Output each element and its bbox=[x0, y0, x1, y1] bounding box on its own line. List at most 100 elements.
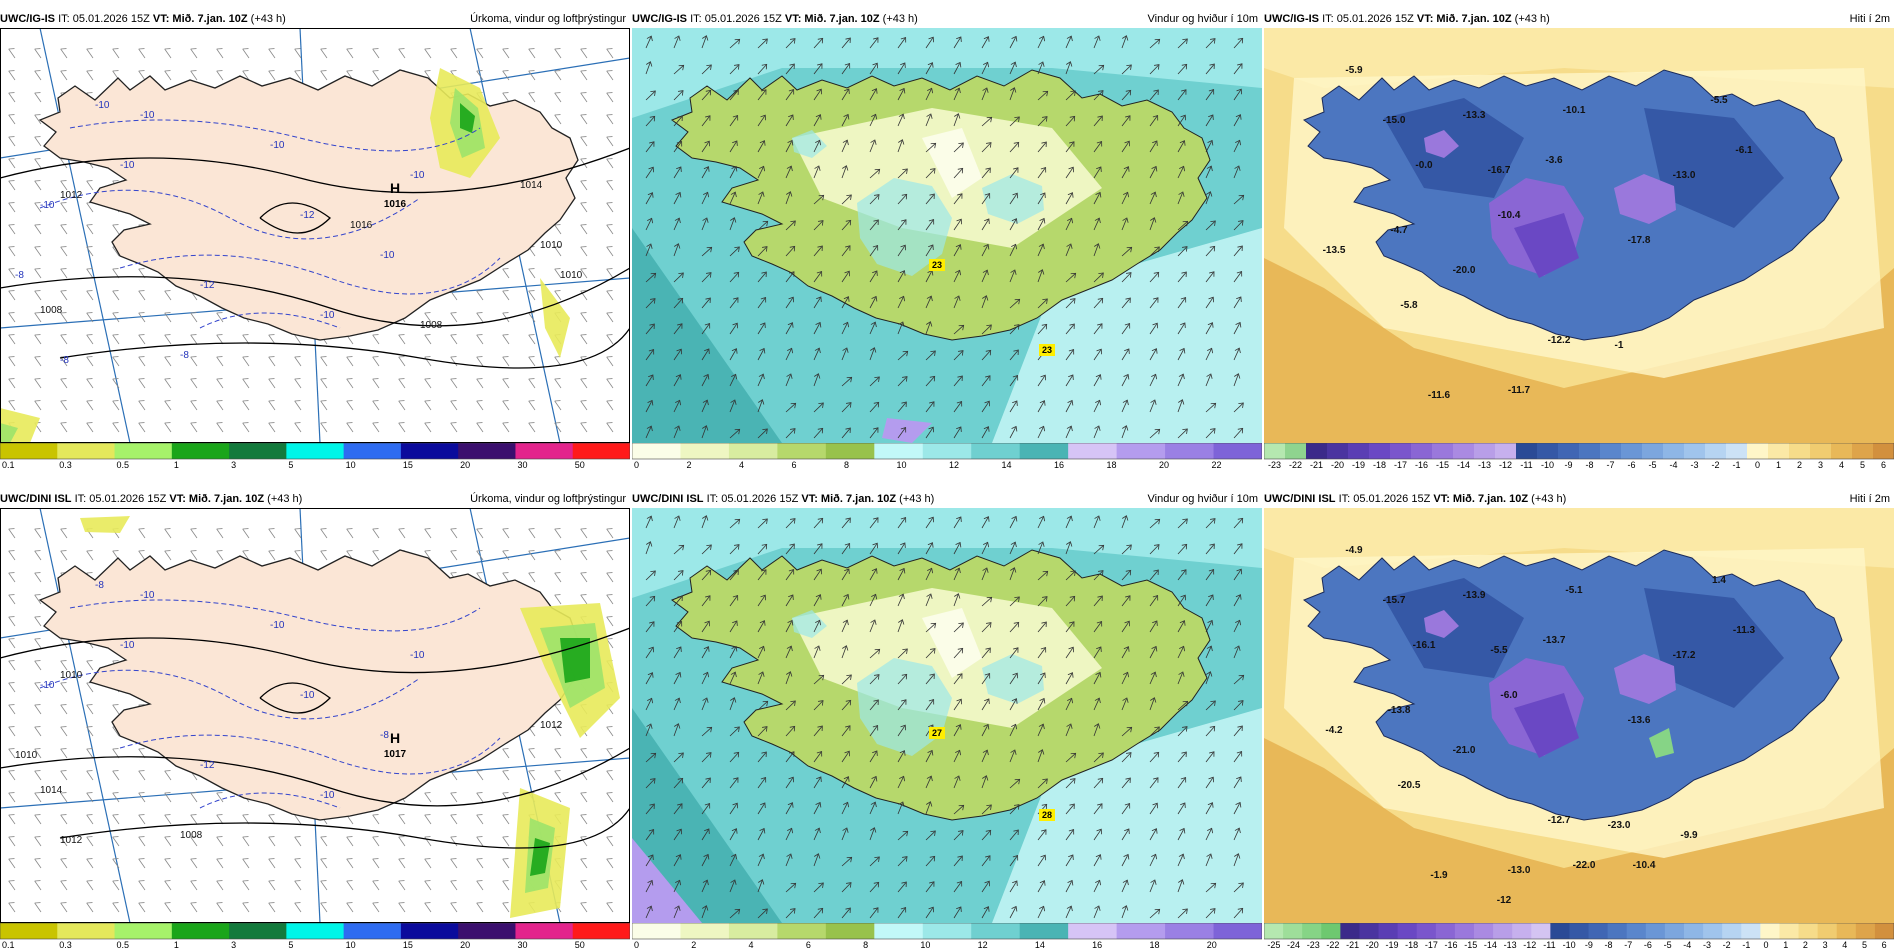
legend-swatch bbox=[1855, 923, 1876, 939]
legend-swatch bbox=[874, 923, 924, 939]
legend-swatch bbox=[1397, 923, 1418, 939]
legend-tick-label: 0.5 bbox=[117, 940, 130, 950]
map-area[interactable]: -4.9 -15.7 -13.9 -5.1 1.4 -11.3 -16.1 -5.5 -13.7… bbox=[1264, 508, 1894, 923]
map-area[interactable]: -10 -10 -10 -10 -12 -10 -10 -10 -8 -8 1012 1010 1008… bbox=[0, 508, 630, 923]
map-area[interactable]: -10 -10 -10 -12 -12 -10 -10 -10 -10 -10 -8 -8 -8 1012… bbox=[0, 28, 630, 443]
legend-tick-label: 0.1 bbox=[2, 940, 15, 950]
map-area[interactable]: -5.9 -15.0 -13.3 -10.1 -5.5 -6.1 -0.0 -16.7 -3.6… bbox=[1264, 28, 1894, 443]
temperature-label: -5.5 bbox=[1490, 645, 1508, 656]
valid-time: VT: Mið. 7.jan. 10Z bbox=[1433, 493, 1529, 505]
legend-tick-label: 0 bbox=[634, 460, 639, 470]
temperature-label: -0.0 bbox=[1415, 160, 1433, 171]
legend-swatch bbox=[1493, 923, 1513, 939]
map-area[interactable]: 27 28 bbox=[632, 508, 1262, 923]
temperature-label: -12.7 bbox=[1548, 815, 1571, 826]
legend-tick-label: 30 bbox=[517, 940, 527, 950]
legend-swatch bbox=[286, 443, 345, 459]
color-legend: 0.1 0.3 0.5 1 3 5 10 15 20 30 50 bbox=[0, 923, 630, 950]
legend-swatch bbox=[632, 443, 681, 459]
legend-tick-label: 10 bbox=[346, 940, 356, 950]
contour-label: -8 bbox=[380, 730, 389, 741]
panel-title: Úrkoma, vindur og loftþrýstingur bbox=[470, 493, 626, 505]
legend-tick-label: 4 bbox=[1839, 460, 1844, 470]
legend-swatch bbox=[458, 923, 516, 939]
legend-tick-label: -5 bbox=[1648, 460, 1656, 470]
contour-label: -10 bbox=[270, 620, 285, 631]
legend-swatch bbox=[922, 923, 972, 939]
legend-tick-label: 16 bbox=[1054, 460, 1064, 470]
model-name: UWC/DINI ISL bbox=[1264, 493, 1336, 505]
legend-swatch bbox=[515, 923, 574, 939]
legend-swatch bbox=[458, 443, 516, 459]
init-time: IT: 05.01.2026 15Z bbox=[1322, 13, 1414, 25]
legend-swatch bbox=[1531, 923, 1551, 939]
legend-swatch bbox=[1747, 443, 1769, 459]
legend-tick-label: 6 bbox=[1881, 460, 1886, 470]
legend-tick-label: -22 bbox=[1326, 940, 1339, 950]
gust-max-label: 23 bbox=[932, 260, 942, 270]
legend-tick-label: -15 bbox=[1464, 940, 1477, 950]
legend-swatch bbox=[1550, 923, 1570, 939]
temperature-label: -4.2 bbox=[1325, 725, 1343, 736]
contour-label: -10 bbox=[320, 310, 335, 321]
legend-swatch bbox=[1390, 443, 1412, 459]
legend-swatch bbox=[1516, 443, 1538, 459]
temperature-label: -13.7 bbox=[1543, 635, 1566, 646]
legend-swatch bbox=[1768, 443, 1790, 459]
lead-time: (+43 h) bbox=[250, 13, 286, 25]
panel-header: UWC/IG-IS IT: 05.01.2026 15Z VT: Mið. 7.… bbox=[1264, 10, 1894, 28]
temperature-label: -16.7 bbox=[1488, 165, 1511, 176]
legend-tick-label: -4 bbox=[1669, 460, 1677, 470]
model-name: UWC/DINI ISL bbox=[0, 493, 72, 505]
temperature-label: -20.5 bbox=[1398, 780, 1421, 791]
legend-tick-label: -12 bbox=[1499, 460, 1512, 470]
legend-swatch bbox=[825, 923, 875, 939]
legend-swatch bbox=[343, 923, 402, 939]
temperature-label: -13.0 bbox=[1673, 170, 1696, 181]
temperature-label: -13.5 bbox=[1323, 245, 1346, 256]
legend-tick-label: -12 bbox=[1523, 940, 1536, 950]
contour-label: -10 bbox=[300, 690, 315, 701]
legend-tick-label: -13 bbox=[1504, 940, 1517, 950]
valid-time: VT: Mið. 7.jan. 10Z bbox=[169, 493, 265, 505]
panel-igis-precip: UWC/IG-IS IT: 05.01.2026 15Z VT: Mið. 7.… bbox=[0, 10, 630, 470]
color-legend: 0 2 4 6 8 10 12 14 16 18 20 22 bbox=[632, 443, 1262, 470]
legend-swatch bbox=[1558, 443, 1580, 459]
legend-swatch bbox=[1453, 443, 1475, 459]
temperature-label: -3.6 bbox=[1545, 155, 1563, 166]
legend-tick-label: 15 bbox=[403, 460, 413, 470]
legend-tick-label: 3 bbox=[1818, 460, 1823, 470]
valid-time: VT: Mið. 7.jan. 10Z bbox=[784, 13, 880, 25]
legend-tick-label: 5 bbox=[1860, 460, 1865, 470]
legend-swatch bbox=[1789, 443, 1811, 459]
legend-tick-label: -3 bbox=[1690, 460, 1698, 470]
legend-tick-label: -19 bbox=[1352, 460, 1365, 470]
legend-swatch bbox=[57, 443, 116, 459]
legend-tick-label: 18 bbox=[1107, 460, 1117, 470]
legend-swatch bbox=[171, 923, 230, 939]
legend-tick-label: -8 bbox=[1585, 460, 1593, 470]
contour-label: -10 bbox=[410, 170, 425, 181]
map-area[interactable]: 23 23 bbox=[632, 28, 1262, 443]
init-time: IT: 05.01.2026 15Z bbox=[58, 13, 150, 25]
temperature-label: -6.0 bbox=[1500, 690, 1518, 701]
panel-header: UWC/DINI ISL IT: 05.01.2026 15Z VT: Mið.… bbox=[0, 490, 630, 508]
legend-tick-label: -9 bbox=[1564, 460, 1572, 470]
legend-tick-label: 20 bbox=[460, 940, 470, 950]
legend-tick-label: -6 bbox=[1627, 460, 1635, 470]
legend-tick-label: -7 bbox=[1606, 460, 1614, 470]
legend-tick-label: 1 bbox=[174, 940, 179, 950]
legend-tick-label: 5 bbox=[288, 940, 293, 950]
legend-tick-label: -2 bbox=[1723, 940, 1731, 950]
legend-swatch bbox=[343, 443, 402, 459]
legend-swatch bbox=[1432, 443, 1454, 459]
legend-swatch bbox=[1165, 923, 1215, 939]
legend-swatch bbox=[1569, 923, 1590, 939]
legend-swatch bbox=[1726, 443, 1748, 459]
legend-swatch bbox=[1579, 443, 1601, 459]
legend-tick-label: -6 bbox=[1644, 940, 1652, 950]
contour-label: -10 bbox=[40, 680, 55, 691]
legend-swatch bbox=[171, 443, 230, 459]
contour-label: 1016 bbox=[350, 220, 373, 231]
legend-swatch bbox=[114, 923, 173, 939]
